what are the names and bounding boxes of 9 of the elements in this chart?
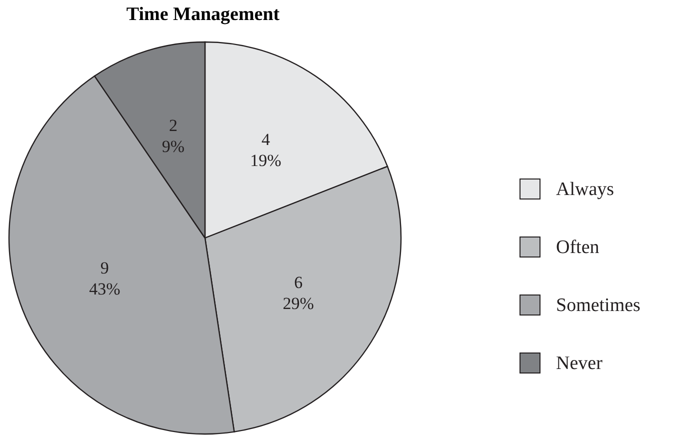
data-label: 2 9%	[162, 116, 185, 156]
legend-label: Sometimes	[556, 295, 640, 316]
data-label: 9 43%	[89, 258, 120, 298]
legend-label: Often	[556, 237, 600, 258]
data-label: 6 29%	[282, 272, 314, 313]
data-label: 4 19%	[250, 130, 282, 170]
legend-label: Never	[556, 353, 604, 374]
legend-label: Always	[556, 179, 614, 200]
chart-title: Time Management	[126, 4, 280, 25]
